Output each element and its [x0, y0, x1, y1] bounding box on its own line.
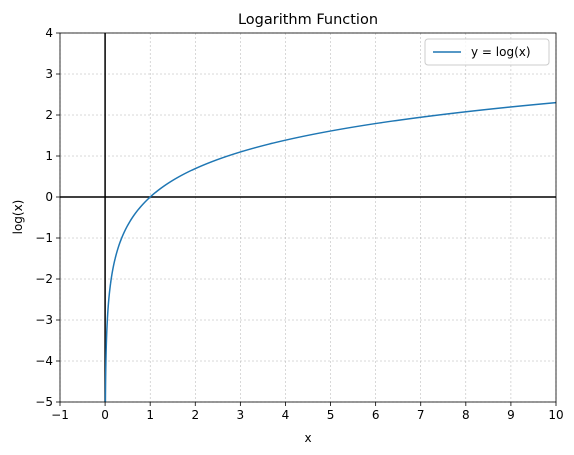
- x-tick-label: 3: [237, 408, 245, 422]
- x-tick-label: 9: [507, 408, 515, 422]
- legend: y = log(x): [424, 38, 550, 66]
- series-line-log: [104, 101, 557, 403]
- y-tick-label: −5: [35, 395, 53, 409]
- y-tick-label: −4: [35, 354, 53, 368]
- y-tick-label: −3: [35, 313, 53, 327]
- grid: [59, 32, 557, 403]
- y-tick-label: 1: [45, 149, 53, 163]
- y-tick-label: 3: [45, 67, 53, 81]
- series-layer: [104, 101, 557, 403]
- chart-title: Logarithm Function: [238, 12, 378, 28]
- y-tick-label: 0: [45, 190, 53, 204]
- x-tick-label: 4: [282, 408, 290, 422]
- x-tick-label: 7: [417, 408, 425, 422]
- y-tick-label: −1: [35, 231, 53, 245]
- x-tick-label: 6: [372, 408, 380, 422]
- x-tick-label: 8: [462, 408, 470, 422]
- x-ticks: −1 0 1 2 3 4 5 6 7 8 9 10: [51, 402, 564, 422]
- legend-box: [424, 38, 550, 66]
- x-tick-label: 2: [191, 408, 199, 422]
- reference-lines: [60, 33, 556, 402]
- y-ticks: −5 −4 −3 −2 −1 0 1 2 3 4: [35, 26, 60, 409]
- x-axis-label: x: [304, 431, 311, 445]
- x-tick-label: 0: [101, 408, 109, 422]
- x-tick-label: −1: [51, 408, 69, 422]
- x-tick-label: 1: [146, 408, 154, 422]
- plot-frame: [59, 32, 557, 403]
- x-tick-label: 5: [327, 408, 335, 422]
- y-tick-label: −2: [35, 272, 53, 286]
- x-tick-label: 10: [548, 408, 563, 422]
- y-tick-label: 4: [45, 26, 53, 40]
- y-tick-label: 2: [45, 108, 53, 122]
- legend-label: y = log(x): [471, 45, 531, 59]
- y-axis-label: log(x): [11, 200, 25, 235]
